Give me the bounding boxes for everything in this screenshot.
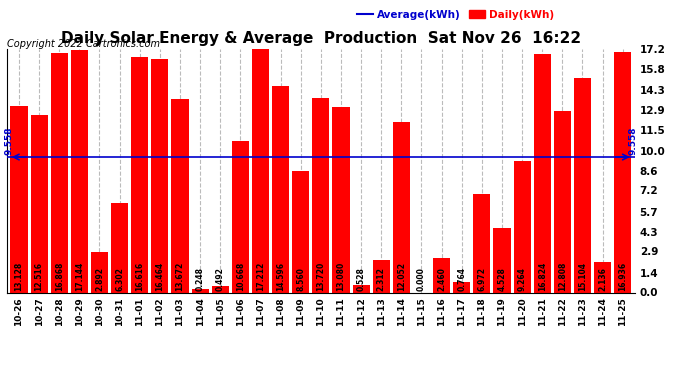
Bar [614,53,631,292]
Bar [292,171,309,292]
Bar [554,111,571,292]
Text: 8.560: 8.560 [296,267,305,291]
Text: 4.528: 4.528 [497,267,506,291]
Text: 17.212: 17.212 [256,262,265,291]
Text: 0.528: 0.528 [357,267,366,291]
Bar [212,285,229,292]
Title: Daily Solar Energy & Average  Production  Sat Nov 26  16:22: Daily Solar Energy & Average Production … [61,31,581,46]
Bar [272,86,289,292]
Text: 6.302: 6.302 [115,267,124,291]
Text: 9.264: 9.264 [518,267,526,291]
Bar [30,115,48,292]
Text: 17.144: 17.144 [75,262,84,291]
Bar [71,50,88,292]
Bar [513,161,531,292]
Text: 13.128: 13.128 [14,262,23,291]
Text: 9.558: 9.558 [629,126,638,155]
Text: 12.516: 12.516 [34,262,43,291]
Bar [353,285,370,292]
Bar [453,282,471,292]
Text: 2.136: 2.136 [598,267,607,291]
Text: 13.080: 13.080 [337,262,346,291]
Bar [393,122,410,292]
Text: 15.104: 15.104 [578,262,587,291]
Text: 13.672: 13.672 [175,262,184,291]
Text: 0.000: 0.000 [417,267,426,291]
Text: 16.824: 16.824 [538,262,546,291]
Bar [232,141,249,292]
Bar [10,106,28,292]
Bar [533,54,551,292]
Text: 2.460: 2.460 [437,267,446,291]
Text: 0.248: 0.248 [195,267,205,291]
Bar [313,98,329,292]
Text: 13.720: 13.720 [316,262,326,291]
Bar [151,59,168,292]
Bar [574,78,591,292]
Text: 10.668: 10.668 [236,262,245,291]
Text: 14.596: 14.596 [276,262,285,291]
Bar [333,107,350,292]
Text: 9.558: 9.558 [4,126,13,155]
Bar [373,260,390,292]
Text: 12.808: 12.808 [558,262,567,291]
Bar [192,289,208,292]
Bar [111,203,128,292]
Bar [50,54,68,292]
Text: 12.052: 12.052 [397,262,406,291]
Text: 16.868: 16.868 [55,262,63,291]
Text: 2.892: 2.892 [95,267,104,291]
Bar [473,194,491,292]
Bar [91,252,108,292]
Text: 16.616: 16.616 [135,262,144,291]
Text: 0.764: 0.764 [457,267,466,291]
Text: 0.492: 0.492 [216,267,225,291]
Text: 16.936: 16.936 [618,262,627,291]
Bar [594,262,611,292]
Legend: Average(kWh), Daily(kWh): Average(kWh), Daily(kWh) [357,10,554,20]
Bar [433,258,450,292]
Text: Copyright 2022 Cartronics.com: Copyright 2022 Cartronics.com [7,39,160,50]
Bar [252,49,269,292]
Text: 2.312: 2.312 [377,267,386,291]
Text: 16.464: 16.464 [155,262,164,291]
Text: 6.972: 6.972 [477,267,486,291]
Bar [131,57,148,292]
Bar [171,99,188,292]
Bar [493,228,511,292]
